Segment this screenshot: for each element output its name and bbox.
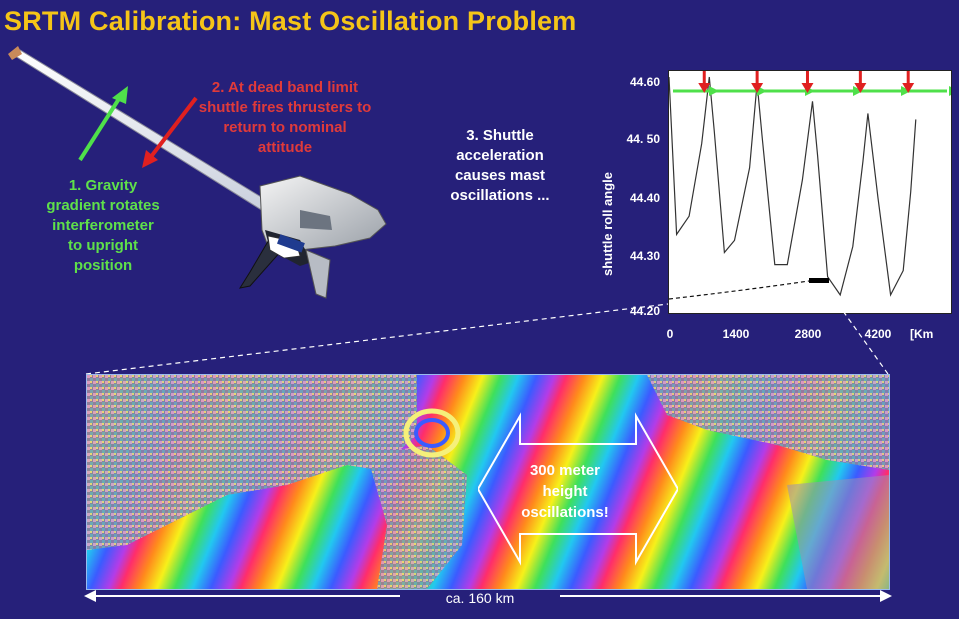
y-tick-label: 44. 50 [626,132,660,146]
x-tick-label: 4200 [864,327,892,341]
zoom-reference-line [668,280,810,300]
zoom-segment-marker [809,278,829,283]
height-oscillations-label: 300 meter height oscillations! [500,460,630,523]
note-line: attitude [257,139,313,156]
note-line: 2. At dead band limit [211,79,359,96]
deadband-arrowhead [901,86,911,96]
scale-label: ca. 160 km [400,590,560,606]
gravity-arrow [78,92,124,162]
note-line: causes mast [454,167,546,184]
interferogram-fringes [87,375,889,589]
y-tick-label: 44.60 [629,75,660,89]
note-line: gradient rotates [46,197,160,214]
mast-tip [8,46,22,60]
y-tick-label: 44.30 [629,249,660,263]
y-tick-label: 44.20 [629,304,660,318]
space-shuttle [238,175,387,299]
thruster-fire-arrow [902,69,915,93]
thruster-arrow [148,96,198,160]
slide-title: SRTM Calibration: Mast Oscillation Probl… [4,6,577,36]
note-deadband: 2. At dead band limit shuttle fires thru… [170,78,400,158]
label-line: oscillations! [521,504,609,521]
note-line: position [73,257,133,274]
thruster-fire-arrow [801,69,814,93]
y-tick-label: 44.40 [629,191,660,205]
roll-angle-plot [668,69,959,314]
oscillation-double-arrow [478,412,678,566]
x-tick-label: 1400 [722,327,750,341]
thruster-fire-arrow [698,69,711,93]
note-line: shuttle fires thrusters to [198,99,372,116]
thruster-fire-arrow [751,69,764,93]
roll-angle-plot-canvas [668,69,959,300]
interferogram-image [86,374,890,590]
note-line: to upright [68,237,138,254]
shuttle-mast-illustration [8,46,387,299]
x-tick-label: 2800 [794,327,822,341]
note-line: interferometer [52,217,154,234]
deadband-arrowhead [853,86,863,96]
roll-angle-series-line [668,76,917,297]
x-tick-label: 0 [666,327,674,341]
deadband-arrowhead [709,86,719,96]
note-line: acceleration [456,147,544,164]
label-line: 300 meter [529,462,601,479]
note-gravity: 1. Gravity gradient rotates interferomet… [8,176,198,276]
note-line: 1. Gravity [68,177,138,194]
x-tick-label: [Km [910,327,934,341]
note-line: 3. Shuttle [466,127,534,144]
note-line: oscillations ... [450,187,550,204]
note-line: return to nominal [223,119,347,136]
thruster-fire-arrow [854,69,867,93]
deadband-arrowhead [949,86,959,96]
label-line: height [542,483,588,500]
note-acceleration: 3. Shuttle acceleration causes mast osci… [425,126,575,206]
